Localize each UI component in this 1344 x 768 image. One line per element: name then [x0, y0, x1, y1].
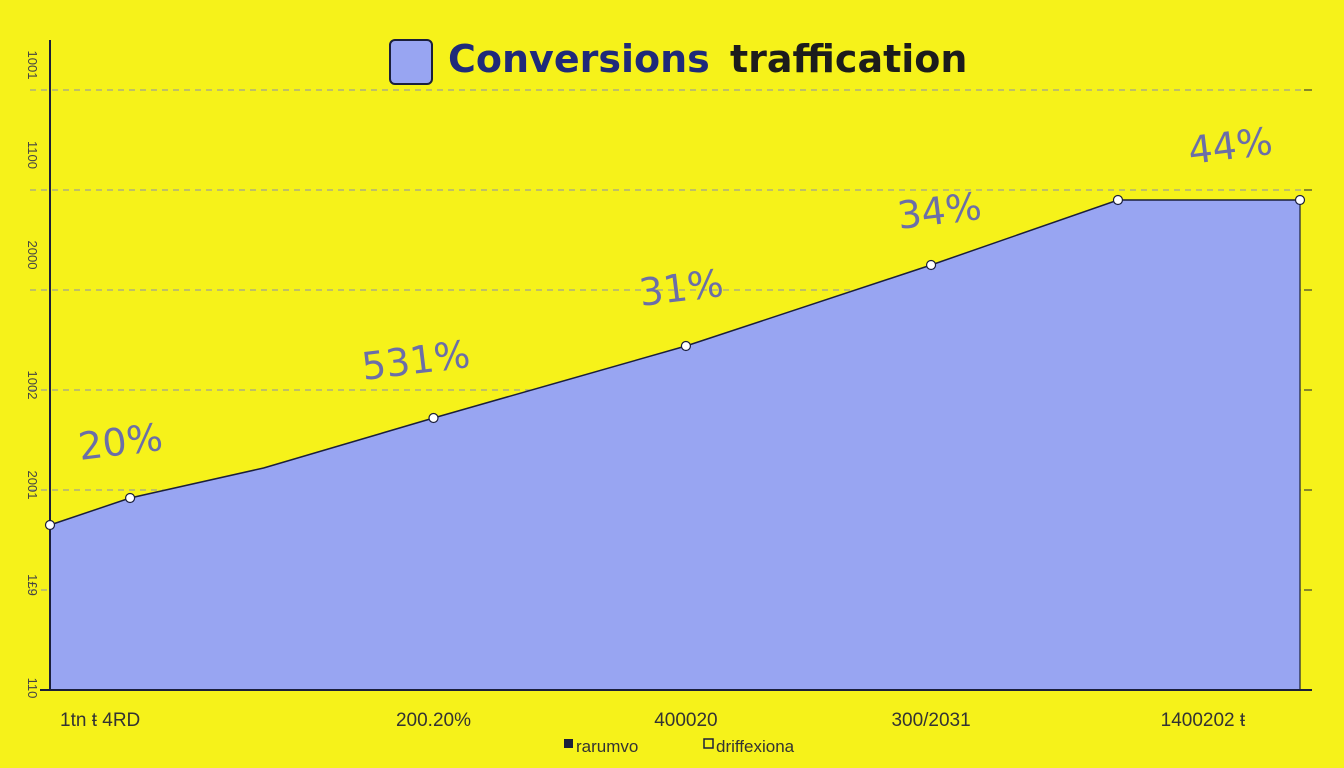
- title-swatch: [389, 39, 433, 85]
- legend-entry-1: rarumvo: [576, 737, 638, 756]
- y-tick-2: 2000: [25, 241, 40, 270]
- data-label-4: 31%: [637, 261, 726, 315]
- legend-swatch-2: [703, 738, 714, 749]
- area-fill: [50, 200, 1300, 690]
- y-tick-6: 110: [25, 678, 40, 699]
- axes: [40, 40, 1312, 691]
- y-tick-3: 1002: [25, 371, 40, 400]
- data-label-3: 531%: [359, 332, 472, 389]
- data-point-5: [925, 259, 937, 271]
- y-axis-ticks: 1001 1100 2000 1002 2001 1£9 110: [25, 51, 40, 699]
- title-part-1: Conversions: [448, 37, 710, 81]
- legend: rarumvo driffexiona: [564, 737, 795, 756]
- data-label-7: 44%: [1186, 119, 1275, 173]
- data-point-4: [680, 340, 692, 352]
- x-axis-ticks: 1tn ŧ 4RD 200.20% 400020 300/2031 1400202 ŧ: [60, 710, 1246, 731]
- data-points: [44, 194, 1306, 531]
- data-point-6: [1112, 194, 1124, 206]
- legend-swatch-1: [564, 739, 573, 748]
- data-point-3: [428, 412, 439, 424]
- chart-title: Conversions traffication: [389, 37, 967, 85]
- y-tick-1: 1100: [25, 141, 40, 169]
- x-tick-3: 300/2031: [891, 710, 970, 731]
- y-tick-4: 2001: [25, 471, 40, 500]
- data-point-7: [1294, 194, 1306, 206]
- data-point-1: [124, 492, 136, 504]
- data-label-1: 20%: [76, 415, 165, 469]
- legend-entry-2: driffexiona: [716, 737, 795, 756]
- series-line: [49, 199, 1300, 526]
- x-tick-4: 1400202 ŧ: [1161, 710, 1246, 731]
- x-tick-2: 400020: [654, 710, 717, 731]
- data-labels: 20% 531% 31% 34% 44%: [76, 119, 1275, 469]
- y-tick-5: 1£9: [25, 574, 40, 596]
- y-tick-0: 1001: [25, 51, 40, 80]
- x-tick-1: 200.20%: [396, 710, 471, 731]
- data-label-5: 34%: [895, 184, 984, 238]
- x-tick-0: 1tn ŧ 4RD: [60, 710, 140, 731]
- data-point-0: [44, 519, 56, 531]
- title-part-2: traffication: [730, 37, 967, 81]
